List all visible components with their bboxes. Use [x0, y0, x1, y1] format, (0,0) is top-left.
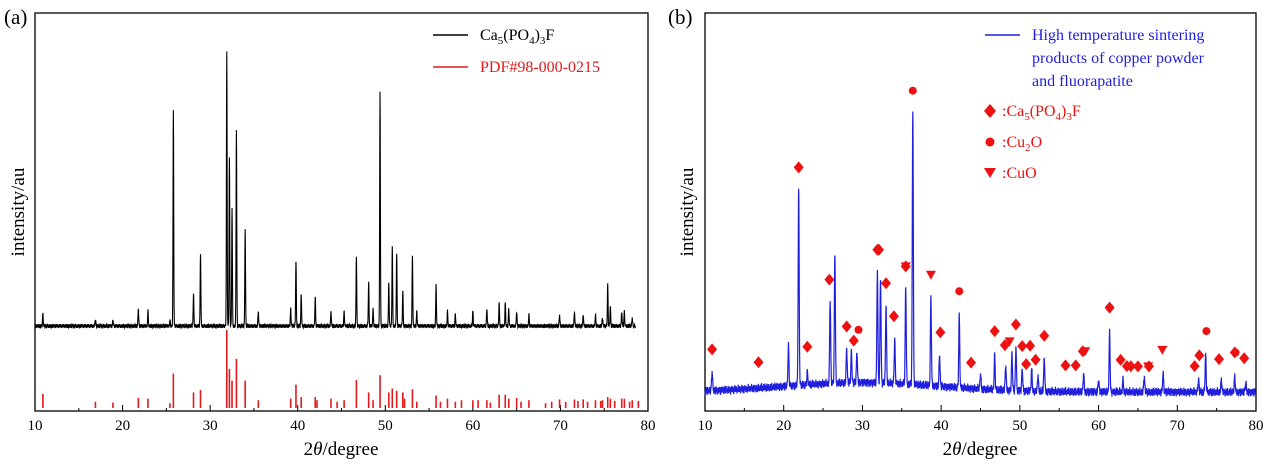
diamond-marker	[802, 340, 813, 353]
diamond-marker	[824, 273, 835, 286]
legend-label-reference: PDF#98-000-0215	[480, 59, 600, 76]
legend-label-sample: Ca5(PO4)3F	[480, 27, 554, 47]
diamond-marker	[1125, 360, 1136, 373]
triangle-marker-icon	[984, 168, 996, 178]
diamond-marker	[753, 356, 764, 369]
triangle-marker	[900, 262, 911, 272]
panel-a-x-tick-labels: 10 20 30 40 50 60 70 80	[28, 418, 656, 434]
panel-a-y-axis-label: intensity/au	[8, 167, 29, 256]
diamond-marker	[848, 334, 859, 347]
circle-marker	[1231, 348, 1240, 357]
x-tick-label: 10	[28, 418, 43, 434]
legend-label-cuo: :CuO	[1002, 165, 1037, 182]
circle-marker	[1202, 327, 1211, 336]
triangle-marker	[1157, 345, 1168, 355]
x-tick-label: 60	[1091, 418, 1106, 434]
x-tick-label: 60	[465, 418, 480, 434]
diamond-marker	[1132, 360, 1143, 373]
circle-marker-icon	[985, 137, 995, 147]
x-tick-label: 30	[203, 418, 218, 434]
panel-b-y-axis-label: intensity/au	[677, 167, 698, 256]
x-tick-label: 80	[641, 418, 656, 434]
diamond-marker	[989, 325, 1000, 338]
circle-marker	[1105, 303, 1114, 312]
triangle-marker	[1080, 347, 1091, 357]
diamond-marker	[707, 343, 718, 356]
diamond-marker	[1039, 329, 1050, 342]
diamond-marker	[1060, 359, 1071, 372]
x-tick-label: 40	[934, 418, 949, 434]
x-tick-label: 80	[1249, 418, 1264, 434]
legend-label-fluorapatite: :Ca5(PO4)3F	[1002, 103, 1081, 123]
x-tick-label: 20	[115, 418, 130, 434]
legend-label-line-2: products of copper powder	[1032, 50, 1205, 67]
diamond-marker	[881, 277, 892, 290]
diamond-marker	[1021, 358, 1032, 371]
legend-label-cu2o: :Cu2O	[1002, 134, 1042, 154]
panel-b-x-tick-labels: 10 20 30 40 50 60 70 80	[698, 418, 1264, 434]
triangle-marker	[1143, 362, 1154, 372]
panel-a-x-ticks	[34, 405, 649, 411]
circle-marker	[854, 325, 863, 334]
x-tick-label: 20	[776, 418, 791, 434]
diamond-marker-icon	[984, 104, 996, 118]
panel-b-letter: (b)	[668, 5, 693, 29]
x-tick-label: 40	[290, 418, 305, 434]
panel-b-pattern-line	[704, 111, 1257, 397]
triangle-marker	[925, 270, 936, 280]
panel-b-x-ticks	[704, 405, 1257, 411]
panel-a-letter: (a)	[4, 5, 27, 29]
circle-marker	[955, 287, 964, 296]
x-tick-label: 30	[855, 418, 870, 434]
panel-b: (b) 10 20 30 40 50 60 70 80 2θ/degree intensity…	[668, 5, 1264, 460]
legend-label-line-1: High temperature sintering	[1032, 27, 1204, 44]
diamond-marker	[873, 243, 884, 256]
circle-marker	[908, 86, 917, 95]
diamond-marker	[841, 320, 852, 333]
x-tick-label: 50	[378, 418, 393, 434]
x-tick-label: 50	[1012, 418, 1027, 434]
panel-a-pattern-line	[34, 51, 637, 330]
diamond-marker	[1070, 359, 1081, 372]
legend-label-line-3: and fluorapatite	[1032, 73, 1133, 90]
diamond-marker	[1189, 360, 1200, 373]
diamond-marker	[1030, 353, 1041, 366]
panel-a: (a) 10 20 30 40 50 60 70 80 2θ/degree intensity…	[4, 5, 656, 460]
panel-b-phase-markers	[707, 86, 1250, 373]
diamond-marker	[793, 161, 804, 174]
diamond-marker	[966, 356, 977, 369]
diamond-marker	[888, 310, 899, 323]
panel-a-legend: Ca5(PO4)3F PDF#98-000-0215	[433, 27, 600, 76]
panel-b-legend: High temperature sintering products of c…	[984, 27, 1205, 182]
panel-b-x-axis-label: 2θ/degree	[943, 439, 1018, 460]
x-tick-label: 70	[1170, 418, 1185, 434]
triangle-marker	[1004, 337, 1015, 347]
x-tick-label: 70	[553, 418, 568, 434]
panel-a-reference-sticks	[42, 330, 640, 408]
diamond-marker	[1214, 353, 1225, 366]
diamond-marker	[935, 326, 946, 339]
diamond-marker	[1025, 339, 1036, 352]
diamond-marker	[1194, 349, 1205, 362]
diamond-marker	[1017, 340, 1028, 353]
diamond-marker	[1010, 318, 1021, 331]
panel-a-x-axis-label: 2θ/degree	[304, 439, 379, 460]
x-tick-label: 10	[698, 418, 713, 434]
diamond-marker	[1239, 352, 1250, 365]
diamond-marker	[1115, 353, 1126, 366]
